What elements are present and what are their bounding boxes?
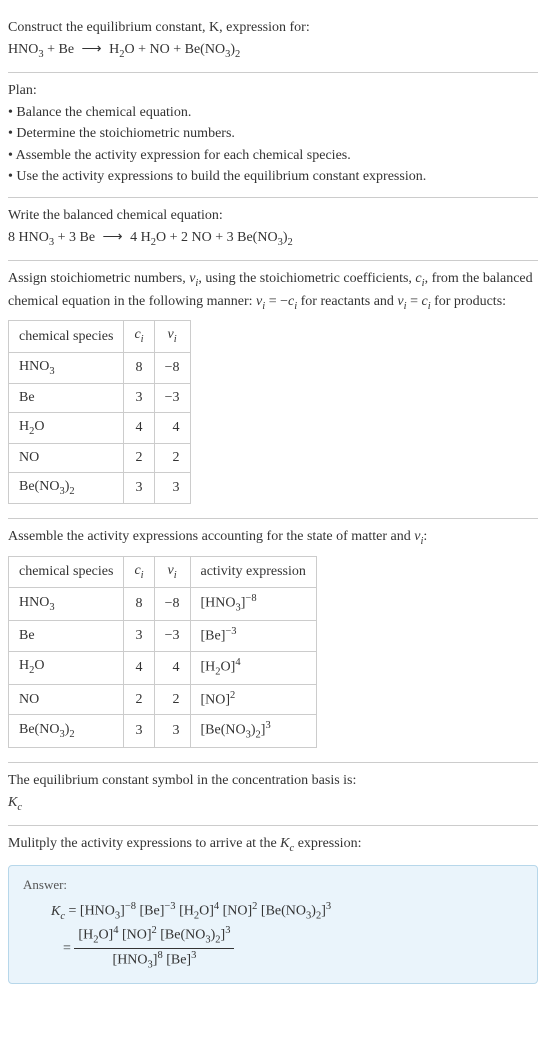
answer-fraction: [H2O]4 [NO]2 [Be(NO3)2]3 [HNO3]8 [Be]3 xyxy=(74,924,234,973)
col-vi: νi xyxy=(154,556,190,587)
cell-v: −8 xyxy=(154,588,190,621)
col-species: chemical species xyxy=(9,321,124,352)
cell-species: Be(NO3)2 xyxy=(9,472,124,503)
frac-den: [HNO3]8 [Be]3 xyxy=(74,949,234,973)
cell-c: 3 xyxy=(124,621,154,651)
intro-equation: HNO3 + Be ⟶ H2O + NO + Be(NO3)2 xyxy=(8,40,538,62)
cell-v: 3 xyxy=(154,714,190,747)
cell-species: Be xyxy=(9,621,124,651)
table-row: Be 3 −3 xyxy=(9,384,191,413)
intro-section: Construct the equilibrium constant, K, e… xyxy=(8,8,538,73)
plan-item: • Assemble the activity expression for e… xyxy=(8,146,538,166)
activity-section: Assemble the activity expressions accoun… xyxy=(8,519,538,763)
cell-v: −3 xyxy=(154,384,190,413)
cell-expr: [Be]−3 xyxy=(190,621,316,651)
frac-num: [H2O]4 [NO]2 [Be(NO3)2]3 xyxy=(74,924,234,949)
table-header-row: chemical species ci νi xyxy=(9,321,191,352)
answer-label: Answer: xyxy=(23,876,523,894)
cell-species: NO xyxy=(9,444,124,473)
table-row: Be 3 −3 [Be]−3 xyxy=(9,621,317,651)
col-species: chemical species xyxy=(9,556,124,587)
cell-v: −8 xyxy=(154,352,190,383)
cell-c: 4 xyxy=(124,412,154,443)
cell-v: 4 xyxy=(154,412,190,443)
cell-v: 2 xyxy=(154,444,190,473)
cell-c: 2 xyxy=(124,444,154,473)
cell-expr: [Be(NO3)2]3 xyxy=(190,714,316,747)
balanced-equation: 8 HNO3 + 3 Be ⟶ 4 H2O + 2 NO + 3 Be(NO3)… xyxy=(8,228,538,250)
cell-species: Be(NO3)2 xyxy=(9,714,124,747)
cell-species: NO xyxy=(9,684,124,714)
symbol-value: Kc xyxy=(8,793,538,815)
table-row: NO 2 2 [NO]2 xyxy=(9,684,317,714)
intro-heading: Construct the equilibrium constant, K, e… xyxy=(8,18,538,38)
stoich-heading: Assign stoichiometric numbers, νi, using… xyxy=(8,269,538,314)
plan-item: • Determine the stoichiometric numbers. xyxy=(8,124,538,144)
cell-c: 3 xyxy=(124,384,154,413)
plan-item: • Balance the chemical equation. xyxy=(8,103,538,123)
final-section: Mulitply the activity expressions to arr… xyxy=(8,826,538,984)
answer-box: Answer: Kc = [HNO3]−8 [Be]−3 [H2O]4 [NO]… xyxy=(8,865,538,985)
table-row: NO 2 2 xyxy=(9,444,191,473)
stoich-section: Assign stoichiometric numbers, νi, using… xyxy=(8,261,538,519)
stoich-table: chemical species ci νi HNO3 8 −8 Be 3 −3… xyxy=(8,320,191,504)
col-vi: νi xyxy=(154,321,190,352)
answer-line2: = [H2O]4 [NO]2 [Be(NO3)2]3 [HNO3]8 [Be]3 xyxy=(23,924,523,973)
cell-v: 3 xyxy=(154,472,190,503)
col-ci: ci xyxy=(124,556,154,587)
plan-heading: Plan: xyxy=(8,81,538,101)
cell-v: −3 xyxy=(154,621,190,651)
cell-c: 8 xyxy=(124,588,154,621)
table-row: H2O 4 4 xyxy=(9,412,191,443)
symbol-section: The equilibrium constant symbol in the c… xyxy=(8,763,538,826)
table-row: Be(NO3)2 3 3 [Be(NO3)2]3 xyxy=(9,714,317,747)
plan-section: Plan: • Balance the chemical equation. •… xyxy=(8,73,538,198)
cell-c: 3 xyxy=(124,714,154,747)
plan-item: • Use the activity expressions to build … xyxy=(8,167,538,187)
table-row: H2O 4 4 [H2O]4 xyxy=(9,651,317,684)
answer-line1: Kc = [HNO3]−8 [Be]−3 [H2O]4 [NO]2 [Be(NO… xyxy=(23,900,523,924)
balanced-heading: Write the balanced chemical equation: xyxy=(8,206,538,226)
cell-v: 2 xyxy=(154,684,190,714)
multiply-heading: Mulitply the activity expressions to arr… xyxy=(8,834,538,856)
cell-expr: [H2O]4 xyxy=(190,651,316,684)
cell-species: H2O xyxy=(9,651,124,684)
table-row: HNO3 8 −8 xyxy=(9,352,191,383)
cell-c: 8 xyxy=(124,352,154,383)
activity-table: chemical species ci νi activity expressi… xyxy=(8,556,317,748)
table-header-row: chemical species ci νi activity expressi… xyxy=(9,556,317,587)
plan-list: • Balance the chemical equation. • Deter… xyxy=(8,103,538,187)
cell-c: 3 xyxy=(124,472,154,503)
cell-species: HNO3 xyxy=(9,352,124,383)
cell-species: HNO3 xyxy=(9,588,124,621)
balanced-section: Write the balanced chemical equation: 8 … xyxy=(8,198,538,261)
activity-heading: Assemble the activity expressions accoun… xyxy=(8,527,538,549)
cell-c: 4 xyxy=(124,651,154,684)
col-activity: activity expression xyxy=(190,556,316,587)
table-row: Be(NO3)2 3 3 xyxy=(9,472,191,503)
cell-expr: [HNO3]−8 xyxy=(190,588,316,621)
cell-species: Be xyxy=(9,384,124,413)
cell-species: H2O xyxy=(9,412,124,443)
symbol-heading: The equilibrium constant symbol in the c… xyxy=(8,771,538,791)
cell-c: 2 xyxy=(124,684,154,714)
cell-v: 4 xyxy=(154,651,190,684)
col-ci: ci xyxy=(124,321,154,352)
cell-expr: [NO]2 xyxy=(190,684,316,714)
table-row: HNO3 8 −8 [HNO3]−8 xyxy=(9,588,317,621)
